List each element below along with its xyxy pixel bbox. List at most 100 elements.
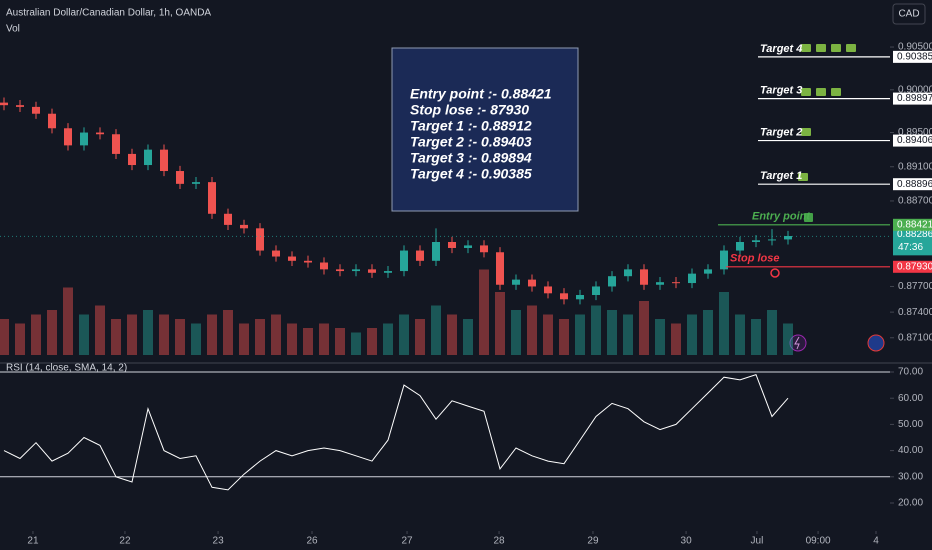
candle-body [768, 239, 776, 241]
volume-bar [655, 319, 665, 355]
volume-bar [255, 319, 265, 355]
candle-body [384, 271, 392, 273]
y-tick-label: 40.00 [898, 445, 923, 456]
candle-body [432, 241, 440, 261]
candle-body [736, 241, 744, 251]
volume-bar [687, 314, 697, 355]
volume-bar [319, 323, 329, 355]
volume-bar [335, 328, 345, 355]
volume-bar [447, 314, 457, 355]
x-tick-label: 23 [213, 536, 225, 547]
note-background [391, 47, 579, 212]
icon [816, 44, 826, 52]
candle-body [496, 252, 504, 285]
volume-bar [111, 319, 121, 355]
x-tick-label: 4 [873, 536, 879, 547]
volume-bar [751, 319, 761, 355]
note-line: Entry point :- 0.88421 [410, 86, 552, 102]
volume-bar [15, 323, 25, 355]
level-tag [893, 92, 932, 105]
volume-bar [0, 319, 9, 355]
x-tick-label: 26 [306, 536, 318, 547]
candle-body [112, 134, 120, 154]
candle-body [368, 269, 376, 273]
candle-body [608, 276, 616, 287]
candle-body [272, 250, 280, 257]
icon [831, 88, 841, 96]
x-tick-label: 09:00 [806, 536, 831, 547]
candle-body [176, 171, 184, 184]
candle-body [704, 269, 712, 274]
y-tick-label: 0.88700 [898, 196, 932, 207]
current-price-label: 0.88286 [897, 229, 932, 240]
flag-icon[interactable] [867, 334, 885, 352]
volume-bar [543, 314, 553, 355]
note-line: Target 4 :- 0.90385 [410, 166, 532, 182]
icon [801, 128, 811, 136]
volume-bar [767, 310, 777, 355]
level-tag [893, 178, 932, 191]
x-tick-label: 29 [587, 536, 599, 547]
candle-body [80, 132, 88, 146]
icon [846, 44, 856, 52]
volume-bar [31, 314, 41, 355]
volume-bar [399, 314, 409, 355]
x-tick-label: 27 [401, 536, 413, 547]
volume-bar [79, 314, 89, 355]
y-tick-label: 0.89100 [898, 161, 932, 172]
event-icon[interactable] [789, 334, 807, 352]
volume-bar [783, 323, 793, 355]
y-tick-label: 20.00 [898, 498, 923, 509]
volume-bar [271, 314, 281, 355]
volume-bar [207, 314, 217, 355]
level-label: Target 2 [760, 126, 802, 138]
candle-body [400, 250, 408, 272]
icon [831, 44, 841, 52]
level-tag [893, 218, 932, 231]
currency-label[interactable]: CAD [898, 9, 919, 20]
volume-bar [703, 310, 713, 355]
icon [804, 213, 813, 222]
volume-bar [63, 287, 73, 355]
volume-bar [383, 323, 393, 355]
volume-bar [591, 305, 601, 355]
icon [816, 88, 826, 96]
volume-bar [415, 319, 425, 355]
candle-body [160, 149, 168, 172]
candle-body [672, 282, 680, 284]
note-line: Stop lose :- 87930 [410, 102, 529, 118]
note-line: Target 1 :- 0.88912 [410, 118, 532, 134]
candle-body [240, 224, 248, 229]
candle-body [480, 245, 488, 253]
level-tag-label: 0.87930 [897, 261, 932, 272]
x-tick-label: 30 [681, 536, 693, 547]
candle-body [352, 269, 360, 272]
icon [801, 88, 811, 96]
rsi-line [3, 373, 789, 491]
y-tick-label: 0.87400 [898, 307, 932, 318]
note-line: Target 2 :- 0.89403 [410, 134, 532, 150]
candle-body [512, 279, 520, 285]
candle-body [784, 236, 792, 240]
volume-bar [143, 310, 153, 355]
currency-button[interactable] [892, 3, 926, 25]
volume-bar [671, 323, 681, 355]
volume-bar [495, 292, 505, 355]
y-tick-label: 0.87700 [898, 281, 932, 292]
y-tick-label: 0.90000 [898, 84, 932, 95]
volume-bar [95, 305, 105, 355]
candle-body [560, 293, 568, 300]
level-tag-label: 0.88421 [897, 219, 932, 230]
x-tick-label: 21 [27, 536, 39, 547]
candle-body [208, 182, 216, 214]
volume-bar [623, 314, 633, 355]
volume-label: Vol [6, 24, 20, 35]
volume-bar [223, 310, 233, 355]
volume-bar [127, 314, 137, 355]
volume-bar [639, 301, 649, 355]
rsi-title: RSI (14, close, SMA, 14, 2) [6, 363, 127, 374]
volume-bar [431, 305, 441, 355]
